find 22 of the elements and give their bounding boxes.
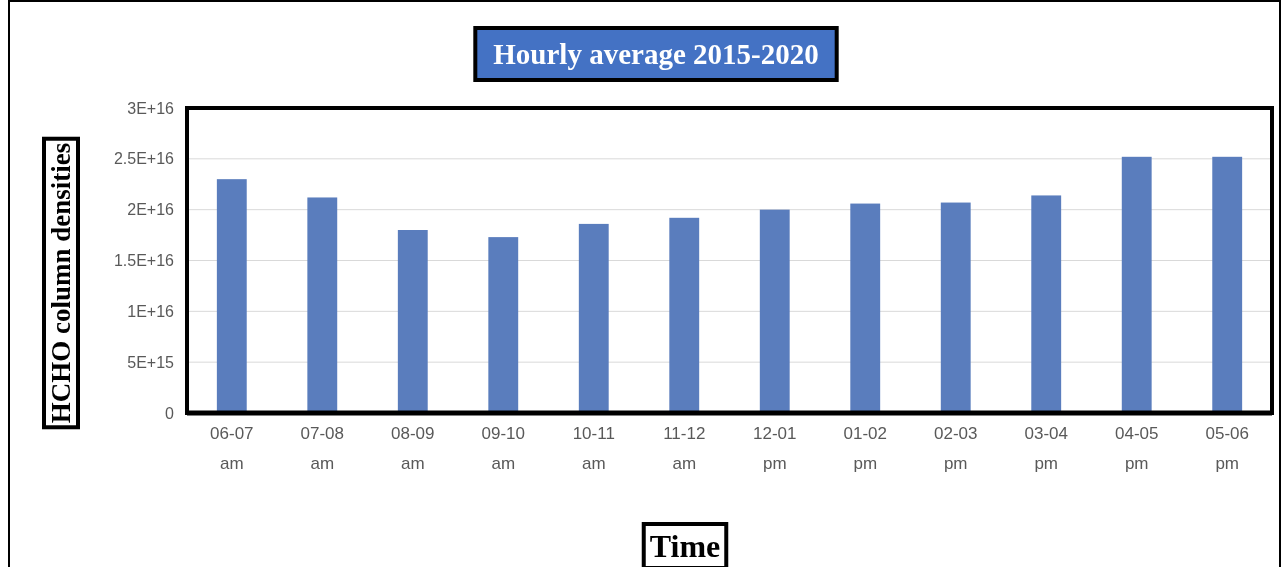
x-axis-title: Time <box>649 528 721 564</box>
x-tick-label: 10-11 am <box>572 424 615 473</box>
y-axis-title: HCHO column densities <box>46 142 76 424</box>
x-tick-label: 02-03 pm <box>933 424 978 473</box>
y-tick-label: 5E+15 <box>127 353 175 371</box>
x-tick-label: 08-09 am <box>391 424 435 473</box>
x-tick-label: 03-04 pm <box>1024 424 1068 473</box>
y-tick-label: 2E+16 <box>127 201 175 219</box>
chart-title: Hourly average 2015-2020 <box>493 38 819 70</box>
x-tick-label: 07-08 am <box>300 424 345 473</box>
x-tick-label: 11-12 am <box>663 424 706 473</box>
x-tick-label: 05-06 pm <box>1205 424 1249 473</box>
y-tick-label: 1E+16 <box>127 302 175 320</box>
x-tick-label: 12-01 pm <box>753 424 797 473</box>
x-tick-label: 09-10 am <box>481 424 526 473</box>
y-tick-label: 0 <box>165 404 175 422</box>
y-tick-label: 3E+16 <box>127 99 175 117</box>
x-tick-label: 06-07 am <box>210 424 254 473</box>
x-tick-label: 01-02 pm <box>843 424 887 473</box>
y-tick-label: 2.5E+16 <box>113 150 175 168</box>
y-tick-label: 1.5E+16 <box>113 252 175 270</box>
x-tick-label: 04-05 pm <box>1114 424 1159 473</box>
